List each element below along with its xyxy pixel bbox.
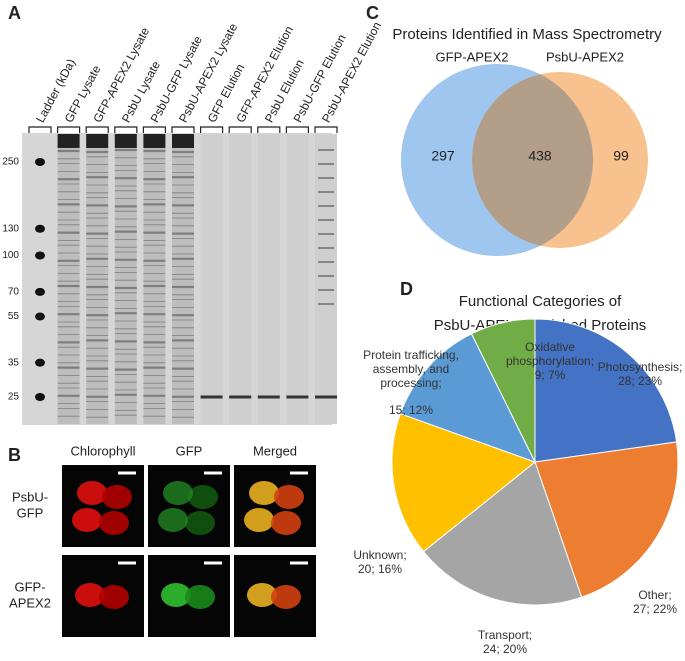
cell [77,481,107,505]
set-label: PsbU-APEX2 [546,49,624,64]
slice-value: 24; 20% [482,642,528,656]
slice-value: 27; 22% [632,602,678,616]
cell [188,485,218,509]
cell [72,508,102,532]
cell [99,585,129,609]
micrograph [234,465,316,547]
panel-letter: B [8,445,21,465]
pie-slice [391,413,537,553]
panel-letter: C [366,3,379,23]
lane [57,134,80,424]
lane-bracket [57,126,81,133]
overlap [472,72,593,248]
venn-title: Proteins Identified in Mass Spectrometry [392,26,662,43]
ladder-band [35,358,45,367]
lane-top [86,134,109,148]
slice-label: Oxidative phosphorylation; [505,340,595,368]
micrograph [148,465,230,547]
lane [200,134,223,424]
marker-label: 55 [8,311,20,322]
lane-top [143,134,166,148]
lane [229,134,252,424]
lane-bracket [114,126,138,133]
venn-count: 297 [431,148,455,164]
ladder-band [35,224,45,233]
cell [102,485,132,509]
lane-bracket [85,126,109,133]
lane [257,134,280,424]
ladder-band [35,393,45,401]
column-label: Chlorophyll [70,443,135,458]
cell [271,585,301,609]
cell [161,583,191,607]
column-label: GFP [176,443,203,458]
marker-label: 250 [2,157,19,168]
marker-label: 70 [8,287,20,298]
lane-bracket [171,126,195,133]
lane-bracket [200,126,224,133]
panel-letter: D [400,279,413,299]
micrograph [62,465,144,547]
lane-bracket [28,126,52,133]
row-label: GFP [17,505,44,520]
lane-bracket [257,126,281,133]
lane [286,134,309,424]
slice-label: Photosynthesis; [597,360,683,374]
pie-slice [399,333,536,463]
cell [247,583,277,607]
cell [274,485,304,509]
column-label: Merged [253,443,297,458]
marker-label: 130 [2,223,19,234]
cell [271,511,301,535]
ladder-band [35,158,45,166]
lane-top [172,134,194,148]
pie-slice [534,318,678,463]
cell [185,511,215,535]
cell [249,481,279,505]
venn-count: 99 [613,148,629,164]
marker-label: 35 [8,357,20,368]
pie-slice [422,461,583,606]
panel-letter: A [8,3,21,23]
cell [75,583,105,607]
ladder-band [35,287,45,296]
venn-count: 438 [528,148,552,164]
slice-value: 15; 12% [388,402,434,417]
slice-value: 20; 16% [357,562,403,576]
row-label: PsbU- [12,489,48,504]
slice-label: Protein trafficking, assembly, and proce… [363,348,459,390]
set-label: GFP-APEX2 [436,49,509,64]
lane-bracket [314,126,338,133]
marker-label: 100 [2,250,19,261]
lane-top [114,134,137,148]
ladder-band [35,251,45,260]
pie-slice [470,318,536,463]
row-label: GFP- [14,579,45,594]
lane-bracket [285,126,309,133]
cell [244,508,274,532]
cell [163,481,193,505]
lane [143,134,166,424]
lane-bracket [142,126,166,133]
slice-value: 28; 23% [617,374,663,388]
cell [99,511,129,535]
slice-label: Unknown; [353,548,407,562]
slice-label: Other; [638,588,672,602]
pie-slice [534,441,679,598]
cell [185,585,215,609]
chart-title: Functional Categories of [459,293,622,310]
slice-value: 9; 7% [534,368,566,382]
row-label: APEX2 [9,595,51,610]
lane-top [57,134,80,148]
lane-bracket [228,126,252,133]
ladder-band [35,312,45,321]
cell [158,508,188,532]
slice-label: Transport; [477,628,533,642]
marker-label: 25 [8,392,20,403]
